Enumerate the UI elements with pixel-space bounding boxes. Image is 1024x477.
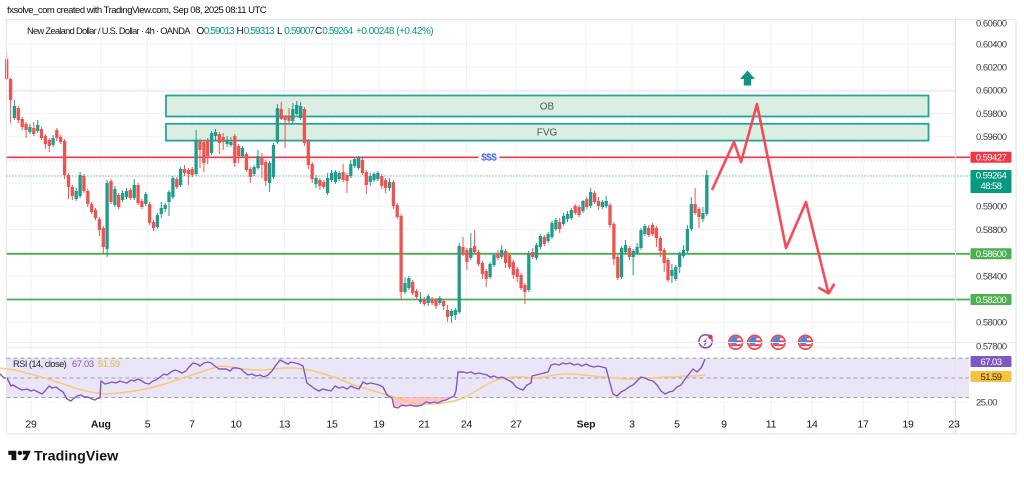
svg-text:7: 7 [189,419,195,431]
svg-text:19: 19 [902,419,914,431]
svg-text:H: H [237,26,244,37]
svg-text:RSI (14, close): RSI (14, close) [13,359,67,369]
svg-text:C: C [315,26,322,37]
svg-text:25.00: 25.00 [976,398,997,409]
svg-text:67.03: 67.03 [72,359,94,369]
svg-text:67.03: 67.03 [980,357,1001,368]
svg-text:19: 19 [373,419,385,431]
svg-text:0.58600: 0.58600 [976,249,1007,260]
svg-text:0.59800: 0.59800 [976,109,1007,120]
svg-text:0.58000: 0.58000 [976,318,1007,329]
svg-text:0.60400: 0.60400 [976,39,1007,50]
svg-text:48:58: 48:58 [980,181,1001,192]
svg-text:0.59013: 0.59013 [204,26,235,37]
svg-text:Sep: Sep [577,419,596,431]
svg-text:0.58400: 0.58400 [976,271,1007,282]
svg-text:15: 15 [326,419,338,431]
svg-text:3: 3 [629,419,635,431]
svg-text:27: 27 [511,419,523,431]
svg-text:17: 17 [857,419,869,431]
svg-text:Aug: Aug [91,419,111,431]
svg-text:+0.00248 (+0.42%): +0.00248 (+0.42%) [356,26,433,37]
svg-text:51.59: 51.59 [98,359,120,369]
svg-text:0.58200: 0.58200 [976,295,1007,306]
svg-text:21: 21 [418,419,430,431]
svg-text:0.58800: 0.58800 [976,225,1007,236]
svg-text:9: 9 [721,419,727,431]
svg-text:0.59313: 0.59313 [244,26,275,37]
svg-text:14: 14 [806,419,818,431]
svg-text:5: 5 [145,419,151,431]
svg-text:0.59600: 0.59600 [976,132,1007,143]
svg-text:0.60600: 0.60600 [976,18,1007,29]
svg-text:0.59007: 0.59007 [284,26,315,37]
svg-text:0.59000: 0.59000 [976,202,1007,213]
svg-text:23: 23 [948,419,960,431]
svg-text:FVG: FVG [537,128,558,139]
svg-text:0.59427: 0.59427 [976,153,1007,164]
svg-text:0.59264: 0.59264 [322,26,353,37]
svg-text:5: 5 [674,419,680,431]
svg-text:0.60200: 0.60200 [976,63,1007,74]
svg-text:24: 24 [461,419,473,431]
svg-text:10: 10 [230,419,242,431]
svg-text:fxsolve_com created with Tradi: fxsolve_com created with TradingView.com… [7,5,267,16]
svg-text:OB: OB [540,102,555,113]
svg-text:$$$: $$$ [481,153,497,164]
svg-text:29: 29 [25,419,37,431]
svg-text:O: O [197,26,205,37]
svg-text:New Zealand Dollar / U.S. Doll: New Zealand Dollar / U.S. Dollar · 4h · … [27,26,191,36]
svg-text:TradingView: TradingView [34,448,119,464]
svg-text:11: 11 [766,419,777,431]
svg-text:0.59264: 0.59264 [976,171,1007,182]
svg-text:13: 13 [279,419,291,431]
svg-text:51.59: 51.59 [980,372,1001,383]
svg-text:L: L [277,26,283,37]
svg-text:0.57800: 0.57800 [976,341,1007,352]
svg-text:0.60000: 0.60000 [976,86,1007,97]
